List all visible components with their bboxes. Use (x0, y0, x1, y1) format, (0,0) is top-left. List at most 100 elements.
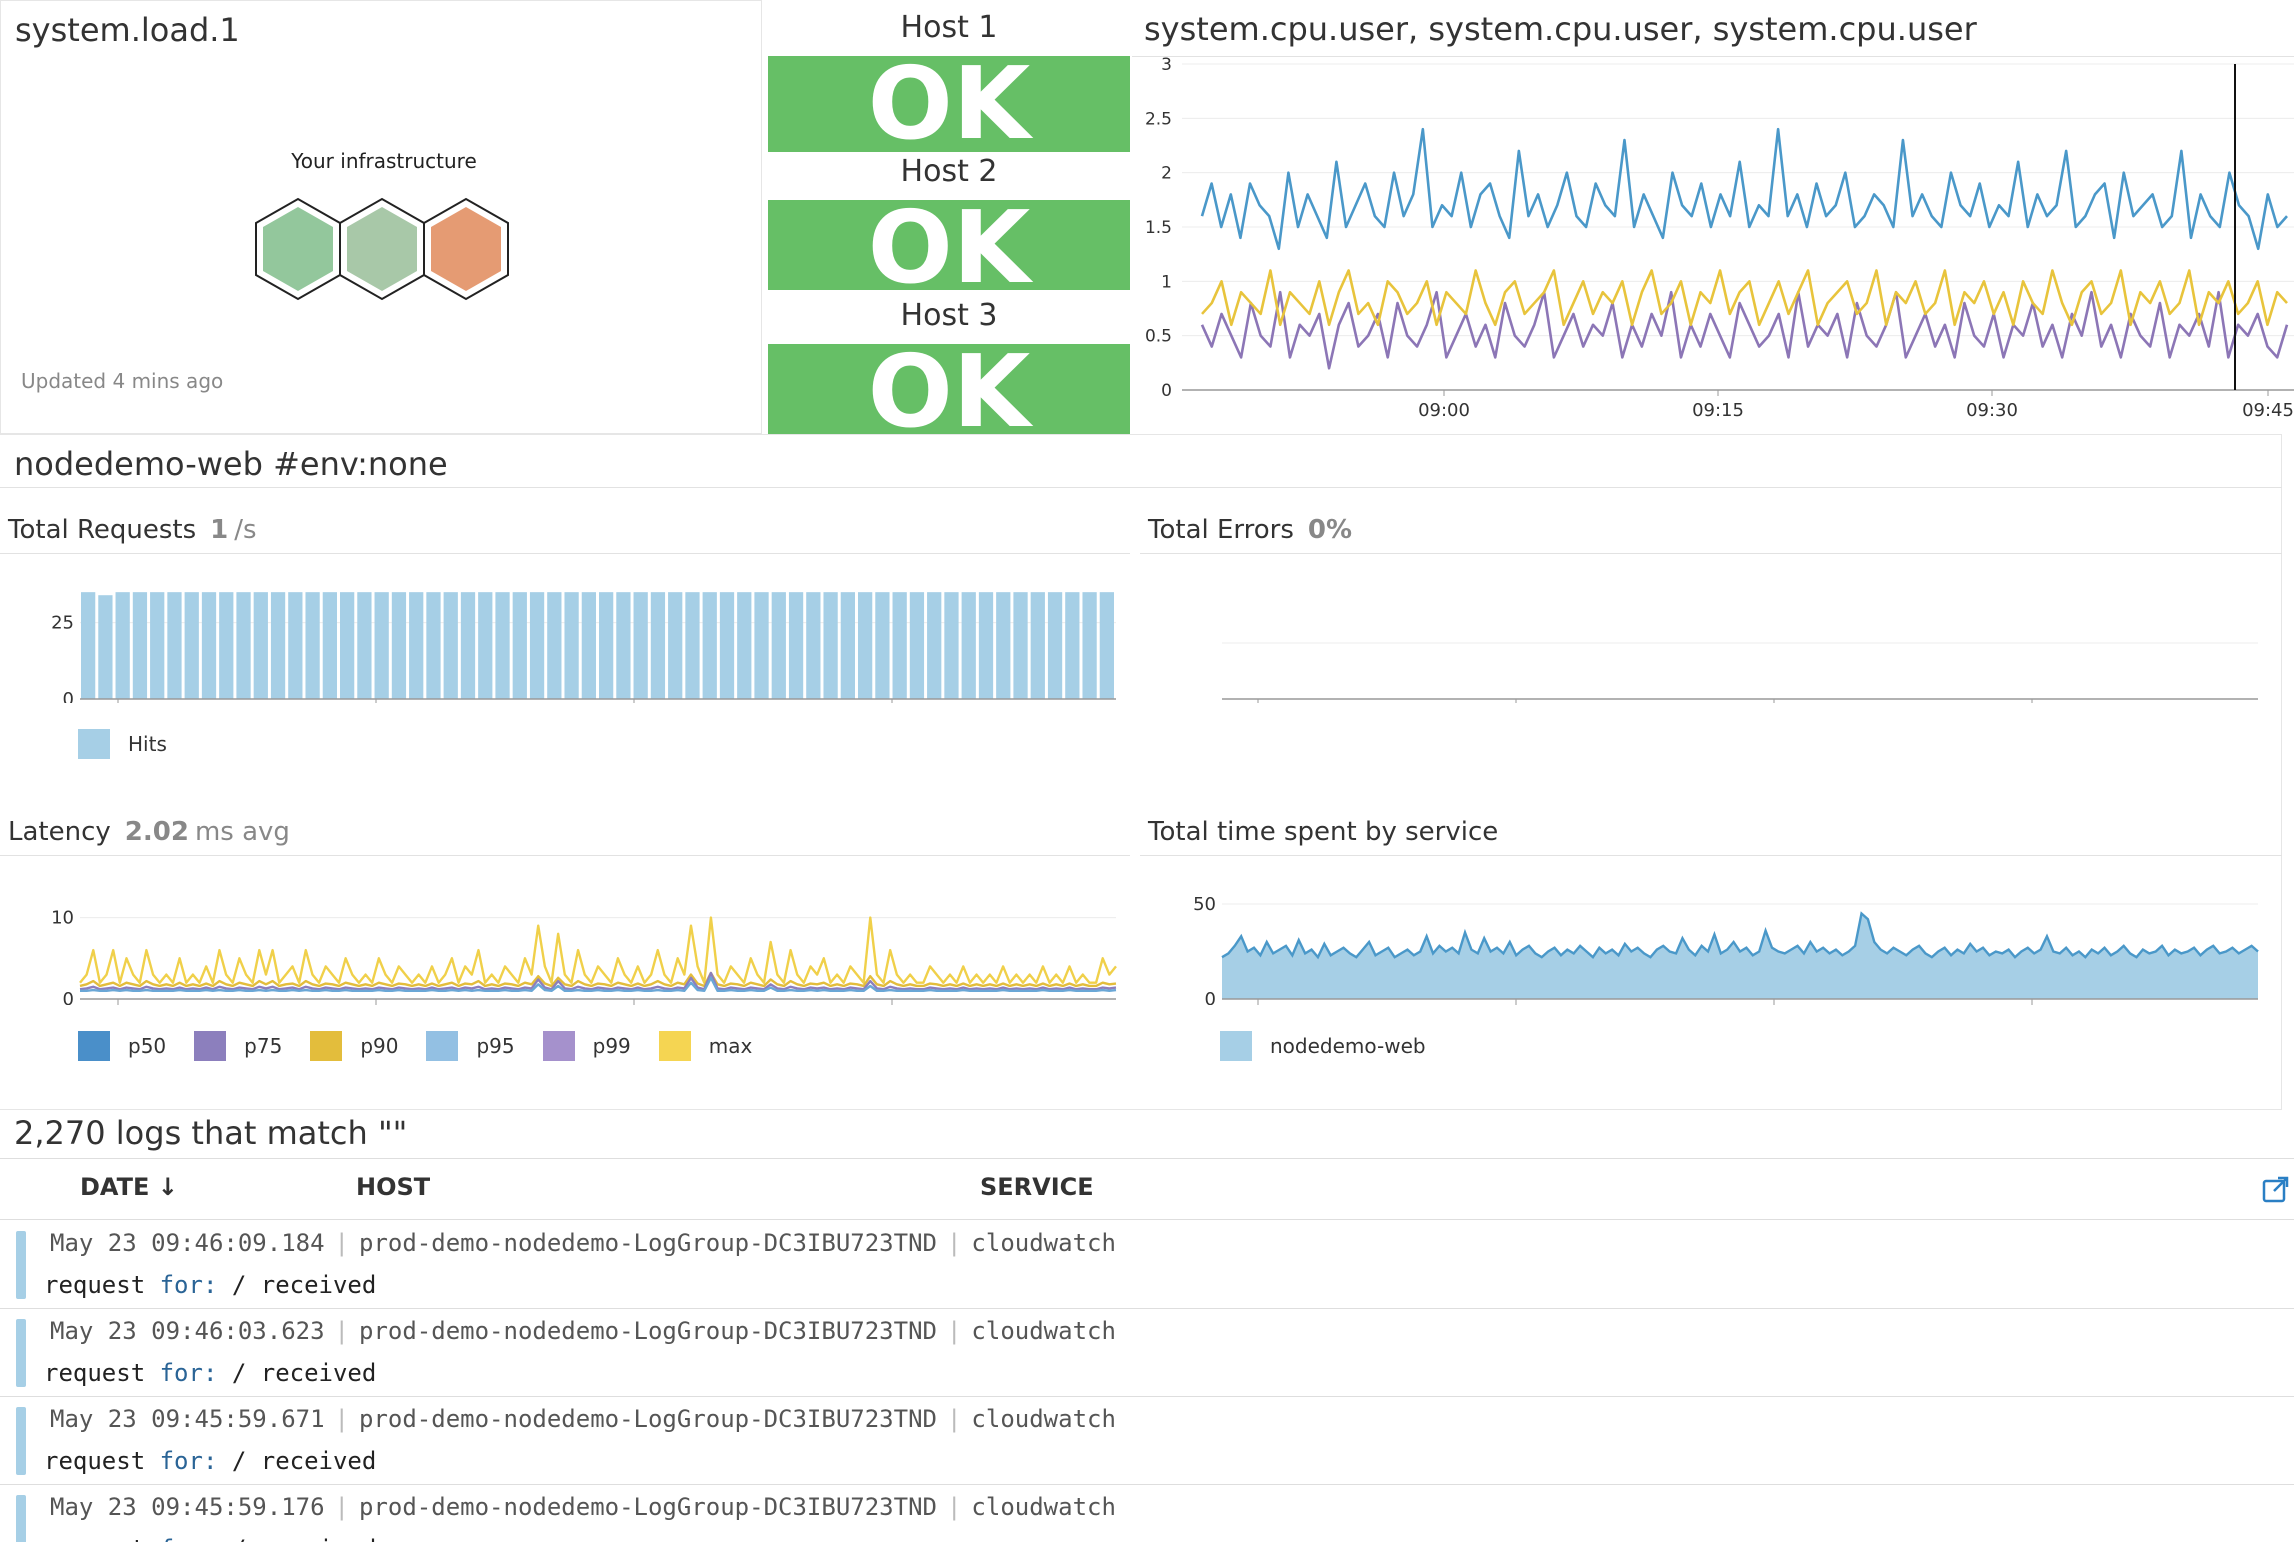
hits-bar (961, 592, 976, 699)
y-tick-label: 2.5 (1145, 109, 1172, 129)
col-host[interactable]: HOST (356, 1173, 431, 1201)
hits-bar (236, 592, 251, 699)
open-external-icon[interactable] (2262, 1175, 2290, 1203)
service-title: nodedemo-web #env:none (14, 445, 448, 483)
hits-bar (685, 592, 700, 699)
service-group: nodedemo-web #env:none Total Requests 1/s… (0, 434, 2282, 1110)
log-msg-text: request (44, 1535, 160, 1542)
hits-bar (944, 592, 959, 699)
errors-title: Total Errors 0% (1148, 515, 1352, 545)
latency-legend-item[interactable]: p50 (78, 1031, 166, 1061)
hostmap-label: Your infrastructure (291, 149, 477, 173)
col-date[interactable]: DATE ↓ (80, 1173, 178, 1201)
log-row[interactable]: May 23 09:46:03.623 | prod-demo-nodedemo-L… (0, 1309, 2294, 1397)
hits-bar (668, 592, 683, 699)
hits-bar (737, 592, 752, 699)
col-service[interactable]: SERVICE (980, 1173, 1094, 1201)
host-hex-3 (431, 207, 501, 291)
hits-bar (1099, 592, 1114, 699)
hits-bar (581, 592, 596, 699)
cpu-widget: system.cpu.user, system.cpu.user, system… (1132, 0, 2294, 434)
logs-title: 2,270 logs that match "" (14, 1114, 408, 1152)
log-status-bar (16, 1231, 26, 1299)
latency-legend-item[interactable]: p90 (310, 1031, 398, 1061)
log-message: request for: / received (44, 1535, 376, 1542)
hostmap-updated: Updated 4 mins ago (21, 369, 224, 393)
host-3-status[interactable]: OK (768, 344, 1130, 434)
log-meta: May 23 09:46:09.184 | prod-demo-nodedemo-L… (50, 1229, 1116, 1257)
requests-value: 1 (210, 515, 229, 545)
hits-bar (81, 592, 96, 699)
log-service: cloudwatch (971, 1229, 1116, 1257)
hits-bar (599, 592, 614, 699)
legend-swatch (426, 1031, 459, 1061)
host-2-status[interactable]: OK (768, 200, 1130, 290)
x-tick-label: 09:45 (2242, 400, 2294, 421)
hits-bar (132, 592, 148, 699)
latency-series-line (80, 976, 1117, 993)
host-1-status[interactable]: OK (768, 56, 1130, 152)
latency-legend-item[interactable]: p95 (426, 1031, 515, 1061)
logs-header: DATE ↓ HOST SERVICE (0, 1159, 2294, 1220)
hostmap-hexes[interactable] (251, 193, 521, 313)
hits-bar (806, 592, 821, 699)
hits-bar (288, 592, 303, 699)
log-msg-text: request (44, 1359, 160, 1387)
nodedemo-swatch (1220, 1031, 1252, 1061)
latency-legend-item[interactable]: p75 (194, 1031, 282, 1061)
y-tick-label: 0 (63, 989, 74, 1005)
hits-bar (167, 592, 182, 699)
host-2-label: Host 2 (900, 154, 998, 189)
hits-bar (616, 592, 631, 699)
log-meta: May 23 09:46:03.623 | prod-demo-nodedemo-L… (50, 1317, 1116, 1345)
cpu-chart[interactable]: 0 0.5 1 1.5 2 2.5 3 09:00 09:15 09:30 09:45 (1132, 56, 2294, 434)
legend-swatch (194, 1031, 227, 1061)
latency-legend-item[interactable]: p99 (542, 1031, 631, 1061)
log-host: prod-demo-nodedemo-LogGroup-DC3IBU723TND (359, 1493, 937, 1521)
y-tick-label: 1.5 (1145, 218, 1172, 238)
hits-bar (98, 595, 113, 699)
log-row[interactable]: May 23 09:45:59.176 | prod-demo-nodedemo-L… (0, 1485, 2294, 1542)
log-status-bar (16, 1319, 26, 1387)
legend-swatch (78, 1031, 110, 1061)
hits-bar (892, 592, 907, 699)
log-row[interactable]: May 23 09:46:09.184 | prod-demo-nodedemo-L… (0, 1221, 2294, 1309)
hits-bar (357, 592, 372, 699)
y-tick-label: 2 (1161, 164, 1172, 184)
hits-bar (823, 592, 838, 699)
latency-value: 2.02 (124, 817, 189, 847)
cpu-title: system.cpu.user, system.cpu.user, system… (1144, 10, 1977, 48)
hits-bar (340, 592, 355, 699)
hits-bar (978, 592, 994, 699)
hits-bar (754, 592, 769, 699)
log-host: prod-demo-nodedemo-LogGroup-DC3IBU723TND (359, 1229, 937, 1257)
hits-bar (1065, 592, 1080, 699)
hostmap-widget: system.load.1 Your infrastructure Update… (0, 0, 762, 434)
y-tick-label: 10 (51, 908, 74, 929)
hits-bar (460, 592, 476, 699)
legend-swatch (310, 1031, 343, 1061)
hits-bar (529, 592, 545, 699)
log-meta: May 23 09:45:59.671 | prod-demo-nodedemo-L… (50, 1405, 1116, 1433)
hits-bar (253, 592, 268, 699)
latency-legend-item[interactable]: max (658, 1031, 752, 1061)
hits-bar (478, 592, 493, 699)
hits-bar (547, 592, 562, 699)
timespent-line (1221, 911, 2259, 960)
hits-bar (426, 592, 441, 699)
requests-title: Total Requests 1/s (8, 515, 257, 545)
hits-bar (115, 592, 130, 699)
requests-unit: /s (234, 515, 257, 545)
log-row[interactable]: May 23 09:45:59.671 | prod-demo-nodedemo-L… (0, 1397, 2294, 1485)
hits-legend-label: Hits (128, 732, 167, 756)
cpu-series-line (1200, 290, 2289, 370)
log-meta: May 23 09:45:59.176 | prod-demo-nodedemo-L… (50, 1493, 1116, 1521)
logs-table: DATE ↓ HOST SERVICE May 23 09:46:09.184 |… (0, 1158, 2294, 1542)
log-date: May 23 09:46:03.623 (50, 1317, 325, 1345)
hits-bar (219, 592, 234, 699)
cpu-series-line (1201, 269, 2288, 327)
